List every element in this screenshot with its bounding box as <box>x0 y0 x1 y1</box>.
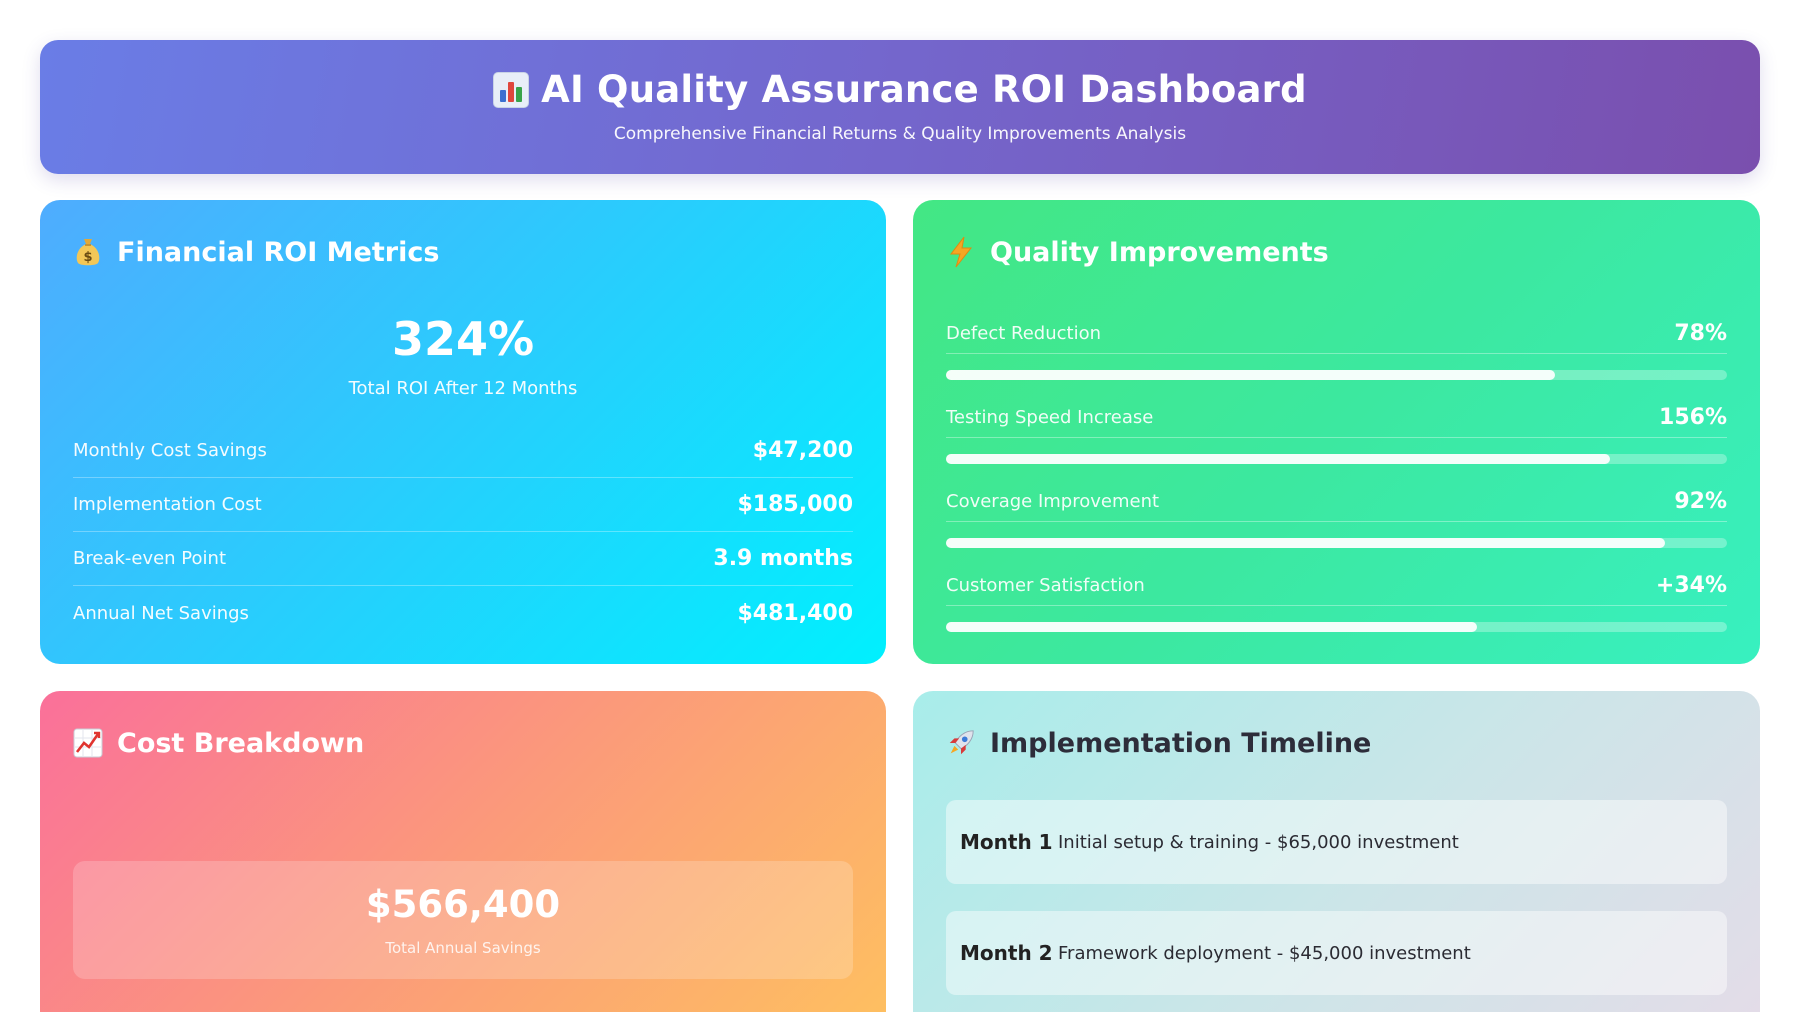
metric-label: Monthly Cost Savings <box>73 440 267 461</box>
quality-item-defect-reduction: Defect Reduction 78% <box>946 314 1727 398</box>
quality-metric-list: Defect Reduction 78% Testing Speed Incre… <box>946 314 1727 650</box>
quality-improvements-card: Quality Improvements Defect Reduction 78… <box>913 200 1760 664</box>
financial-roi-card: $ Financial ROI Metrics 324% Total ROI A… <box>40 200 886 664</box>
timeline-card-heading: Implementation Timeline <box>946 727 1371 759</box>
timeline-description: Framework deployment - $45,000 investmen… <box>1058 942 1471 964</box>
timeline-month: Month 1 <box>960 829 1053 854</box>
progress-fill <box>946 454 1610 464</box>
quality-value: 78% <box>1674 321 1727 346</box>
money-bag-icon: $ <box>73 236 103 268</box>
timeline-item: Month 1 Initial setup & training - $65,0… <box>946 800 1727 884</box>
dashboard-header: AI Quality Assurance ROI Dashboard Compr… <box>40 40 1760 174</box>
financial-metric-list: Monthly Cost Savings $47,200 Implementat… <box>73 424 853 640</box>
progress-track <box>946 538 1727 548</box>
quality-label: Defect Reduction <box>946 323 1102 344</box>
total-roi-value: 324% <box>391 312 535 366</box>
metric-label: Implementation Cost <box>73 494 262 515</box>
timeline-description: Initial setup & training - $65,000 inves… <box>1058 831 1459 853</box>
total-savings-box: $566,400 Total Annual Savings <box>73 861 853 979</box>
timeline-card-title: Implementation Timeline <box>990 727 1372 759</box>
page-title: AI Quality Assurance ROI Dashboard <box>541 68 1307 111</box>
progress-track <box>946 370 1727 380</box>
quality-item-coverage: Coverage Improvement 92% <box>946 482 1727 566</box>
quality-value: +34% <box>1655 573 1727 598</box>
metric-row-annual-net-savings: Annual Net Savings $481,400 <box>73 586 853 640</box>
implementation-timeline-card: Implementation Timeline Month 1 Initial … <box>913 691 1760 1012</box>
financial-card-title: Financial ROI Metrics <box>117 236 440 268</box>
rocket-icon <box>946 727 976 759</box>
svg-text:$: $ <box>83 250 92 265</box>
progress-fill <box>946 622 1478 632</box>
bar-chart-icon <box>493 71 530 108</box>
financial-card-heading: $ Financial ROI Metrics <box>73 236 439 268</box>
metric-label: Break-even Point <box>73 548 226 569</box>
timeline-month: Month 2 <box>960 940 1053 965</box>
metric-value: $47,200 <box>752 438 853 463</box>
progress-track <box>946 454 1727 464</box>
total-savings-value: $566,400 <box>365 883 561 926</box>
metric-value: $481,400 <box>737 600 853 626</box>
quality-item-row: Defect Reduction 78% <box>946 314 1727 354</box>
metric-value: $185,000 <box>737 492 853 517</box>
cost-card-title: Cost Breakdown <box>117 727 365 759</box>
lightning-icon <box>946 236 976 268</box>
quality-card-title: Quality Improvements <box>990 236 1329 268</box>
metric-row-break-even: Break-even Point 3.9 months <box>73 532 853 586</box>
cost-breakdown-card: Cost Breakdown $566,400 Total Annual Sav… <box>40 691 886 1012</box>
progress-fill <box>946 538 1665 548</box>
metric-value: 3.9 months <box>713 546 853 571</box>
quality-item-testing-speed: Testing Speed Increase 156% <box>946 398 1727 482</box>
metric-label: Annual Net Savings <box>73 602 249 624</box>
quality-label: Testing Speed Increase <box>946 407 1154 428</box>
timeline-item: Month 2 Framework deployment - $45,000 i… <box>946 911 1727 995</box>
cost-card-heading: Cost Breakdown <box>73 727 364 759</box>
quality-card-heading: Quality Improvements <box>946 236 1329 268</box>
page-title-row: AI Quality Assurance ROI Dashboard <box>40 68 1760 111</box>
quality-item-row: Coverage Improvement 92% <box>946 482 1727 522</box>
progress-fill <box>946 370 1556 380</box>
quality-label: Customer Satisfaction <box>946 575 1145 596</box>
quality-item-row: Customer Satisfaction +34% <box>946 566 1727 606</box>
quality-label: Coverage Improvement <box>946 491 1160 512</box>
quality-value: 156% <box>1659 405 1727 430</box>
timeline-list: Month 1 Initial setup & training - $65,0… <box>946 800 1727 1012</box>
total-savings-caption: Total Annual Savings <box>385 939 541 957</box>
quality-item-row: Testing Speed Increase 156% <box>946 398 1727 438</box>
metric-row-implementation-cost: Implementation Cost $185,000 <box>73 478 853 532</box>
total-roi-caption: Total ROI After 12 Months <box>348 378 578 399</box>
quality-value: 92% <box>1674 489 1727 514</box>
metric-row-monthly-savings: Monthly Cost Savings $47,200 <box>73 424 853 478</box>
trend-chart-icon <box>73 727 103 759</box>
page-subtitle: Comprehensive Financial Returns & Qualit… <box>613 124 1187 144</box>
progress-track <box>946 622 1727 632</box>
quality-item-customer-satisfaction: Customer Satisfaction +34% <box>946 566 1727 650</box>
